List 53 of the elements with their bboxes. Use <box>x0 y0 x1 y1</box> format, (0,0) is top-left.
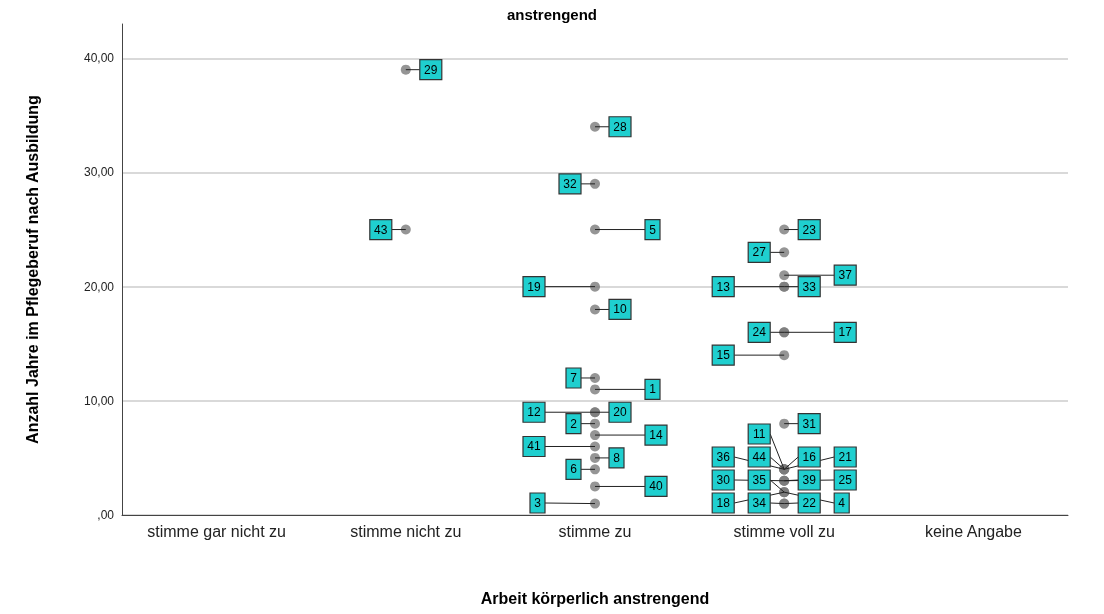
annotation: 30 <box>716 473 731 487</box>
y-axis-title: Anzahl Jahre im Pflegeberuf nach Ausbildung <box>23 95 41 444</box>
annotation: 7 <box>570 370 578 385</box>
annotation: 11 <box>752 427 766 441</box>
x-axis-title: Arbeit körperlich anstrengend <box>480 589 710 607</box>
annotation: 44 <box>752 450 767 464</box>
y-tick-label: 10,00 <box>83 393 115 408</box>
annotation: 15 <box>716 348 731 363</box>
x-tick-label: stimme nicht zu <box>350 522 462 540</box>
annotation: 36 <box>716 450 731 464</box>
x-tick-label: keine Angabe <box>924 522 1022 540</box>
annotation: 35 <box>752 473 767 487</box>
annotation: 31 <box>802 416 817 431</box>
annotation: 34 <box>752 496 767 510</box>
annotation: 40 <box>649 479 663 494</box>
annotation: 12 <box>527 405 541 420</box>
annotation: 21 <box>838 450 853 464</box>
annotation: 5 <box>649 222 657 237</box>
annotation: 18 <box>716 496 731 510</box>
annotation: 20 <box>613 405 627 420</box>
annotation: 29 <box>424 62 438 77</box>
annotation: 6 <box>570 462 578 477</box>
annotation: 24 <box>752 325 767 340</box>
annotation: 23 <box>802 222 817 237</box>
annotation: 3 <box>534 496 542 510</box>
annotation: 17 <box>838 325 853 340</box>
annotation: 33 <box>802 279 817 294</box>
annotation: 4 <box>838 496 846 510</box>
chart-title: anstrengend <box>506 6 598 23</box>
annotation: 1 <box>649 382 657 397</box>
annotation: 43 <box>374 222 388 237</box>
y-tick-label: ,00 <box>97 508 115 522</box>
annotation: 32 <box>563 176 577 191</box>
annotation: 10 <box>613 302 627 317</box>
x-tick-label: stimme voll zu <box>733 522 835 540</box>
x-tick-label: stimme zu <box>558 522 632 540</box>
annotation: 8 <box>613 450 621 465</box>
annotation: 22 <box>802 496 817 510</box>
y-tick-label: 20,00 <box>83 279 115 294</box>
annotation: 27 <box>752 245 767 260</box>
annotation: 14 <box>649 428 663 443</box>
annotation: 16 <box>802 450 817 464</box>
annotation: 2 <box>570 416 578 431</box>
x-tick-label: stimme gar nicht zu <box>147 522 286 540</box>
annotation: 37 <box>838 268 853 283</box>
annotation: 25 <box>838 473 853 487</box>
annotation: 19 <box>527 279 541 294</box>
annotation: 28 <box>613 119 627 134</box>
y-tick-label: 40,00 <box>83 51 115 66</box>
annotation: 13 <box>716 279 731 294</box>
annotation: 41 <box>527 439 541 454</box>
annotation: 39 <box>802 473 817 487</box>
y-tick-label: 30,00 <box>83 165 115 180</box>
